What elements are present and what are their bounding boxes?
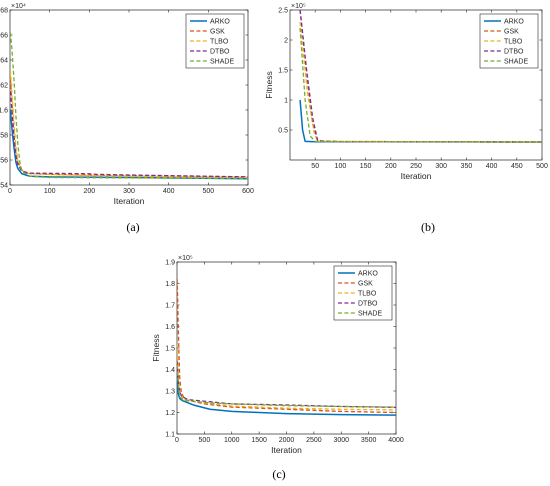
x-tick-label: 2000	[279, 437, 295, 444]
legend-label-arko: ARKO	[358, 271, 378, 278]
x-tick-label: 200	[83, 188, 95, 195]
y-tick-label: 1.66	[0, 33, 8, 40]
x-tick-label: 500	[199, 437, 211, 444]
panel-caption: (a)	[126, 220, 139, 234]
y-exponent-label: ×10⁵	[178, 255, 193, 262]
x-tick-label: 3000	[333, 437, 349, 444]
x-axis-label: Iteration	[114, 196, 145, 206]
legend-label-gsk: GSK	[210, 29, 225, 36]
legend-label-tlbo: TLBO	[210, 39, 229, 46]
x-tick-label: 400	[163, 188, 175, 195]
y-tick-label: 0.5	[278, 128, 288, 135]
y-tick-label: 1.2	[165, 410, 175, 417]
legend-label-dtbo: DTBO	[358, 301, 378, 308]
y-tick-label: 1.5	[165, 346, 175, 353]
y-tick-label: 2.5	[278, 8, 288, 15]
legend-label-arko: ARKO	[504, 19, 524, 26]
x-tick-label: 200	[385, 163, 397, 170]
legend-label-tlbo: TLBO	[358, 291, 377, 298]
x-tick-label: 150	[360, 163, 372, 170]
y-tick-label: 1.4	[165, 367, 175, 374]
y-exponent-label: ×10⁴	[11, 3, 26, 10]
y-tick-label: 1.7	[165, 303, 175, 310]
legend-label-dtbo: DTBO	[210, 49, 230, 56]
x-tick-label: 0	[175, 437, 179, 444]
y-tick-label: 1.62	[0, 83, 8, 90]
y-axis-label: Fitness	[264, 71, 274, 98]
y-tick-label: 2	[284, 38, 288, 45]
chart-panel-b: 50 100 150 200 250 300 350 400 450 500 0.5 1 1.5 2 2.5…	[264, 3, 548, 234]
series-line-gsk	[177, 279, 396, 414]
x-tick-label: 500	[536, 163, 548, 170]
series-group	[10, 32, 248, 180]
legend: ARKO GSK TLBO DTBO SHADE	[185, 13, 245, 69]
legend-label-shade: SHADE	[210, 59, 234, 66]
x-tick-label: 300	[435, 163, 447, 170]
y-tick-label: 1.64	[0, 58, 8, 65]
x-tick-label: 50	[311, 163, 319, 170]
x-tick-label: 500	[202, 188, 214, 195]
x-tick-label: 0	[8, 188, 12, 195]
legend-label-gsk: GSK	[504, 29, 519, 36]
y-tick-label: 1.6	[0, 108, 8, 115]
series-line-dtbo	[10, 91, 248, 178]
x-tick-label: 2500	[306, 437, 322, 444]
y-tick-label: 1.54	[0, 183, 8, 190]
legend-label-tlbo: TLBO	[504, 39, 523, 46]
legend-label-shade: SHADE	[358, 311, 382, 318]
x-tick-label: 100	[44, 188, 56, 195]
legend-label-arko: ARKO	[210, 19, 230, 26]
y-axis-label: Fitness	[151, 334, 161, 361]
series-line-tlbo	[10, 69, 248, 179]
x-tick-label: 450	[511, 163, 523, 170]
x-tick-label: 250	[410, 163, 422, 170]
y-tick-label: 1.5	[278, 68, 288, 75]
series-line-arko	[177, 373, 396, 416]
series-line-shade	[177, 365, 396, 408]
legend-label-gsk: GSK	[358, 281, 373, 288]
x-axis-label: Iteration	[401, 171, 432, 181]
legend-box	[185, 13, 245, 69]
x-tick-label: 1500	[251, 437, 267, 444]
legend-box	[333, 265, 393, 321]
y-tick-label: 1.6	[165, 324, 175, 331]
x-tick-label: 350	[461, 163, 473, 170]
x-tick-label: 600	[242, 188, 254, 195]
x-tick-label: 100	[335, 163, 347, 170]
chart-panel-a: 0 100 200 300 400 500 600 1.54 1.56 1.58 1.6 1.62 1.…	[0, 3, 254, 234]
legend-label-shade: SHADE	[504, 59, 528, 66]
x-tick-label: 3500	[361, 437, 377, 444]
y-tick-label: 1.1	[165, 432, 175, 439]
y-tick-label: 1.9	[165, 260, 175, 267]
x-tick-label: 300	[123, 188, 135, 195]
legend-box	[479, 13, 539, 69]
series-group	[177, 279, 396, 416]
y-tick-label: 1.3	[165, 389, 175, 396]
y-tick-label: 1.8	[165, 281, 175, 288]
x-tick-label: 400	[486, 163, 498, 170]
y-tick-label: 1.56	[0, 158, 8, 165]
y-exponent-label: ×10⁵	[291, 3, 306, 10]
series-line-dtbo	[177, 360, 396, 408]
panel-caption: (b)	[421, 220, 435, 234]
x-axis-label: Iteration	[271, 445, 302, 455]
x-tick-label: 4000	[388, 437, 404, 444]
legend: ARKO GSK TLBO DTBO SHADE	[479, 13, 539, 69]
legend: ARKO GSK TLBO DTBO SHADE	[333, 265, 393, 321]
series-group	[299, 10, 542, 143]
legend-label-dtbo: DTBO	[504, 49, 524, 56]
y-tick-label: 1.68	[0, 8, 8, 15]
series-line-shade	[299, 27, 542, 143]
y-tick-label: 1	[284, 98, 288, 105]
y-tick-label: 1.58	[0, 133, 8, 140]
panel-caption: (c)	[272, 467, 285, 481]
chart-panel-c: 0 500 1000 1500 2000 2500 3000 3500 4000 1.1 1.2 1.…	[151, 255, 404, 481]
x-tick-label: 1000	[224, 437, 240, 444]
